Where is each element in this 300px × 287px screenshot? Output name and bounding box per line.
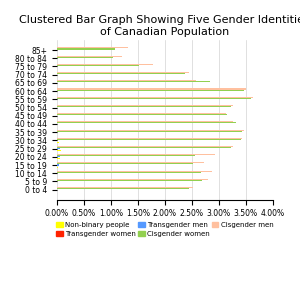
Bar: [57, 98, 251, 99]
Bar: [57, 47, 128, 49]
Bar: [57, 131, 242, 132]
Bar: [57, 90, 244, 91]
Bar: [57, 156, 60, 157]
Bar: [57, 121, 233, 122]
Legend: Non-binary people, Transgender women, Transgender men, Cisgender women, Cisgende: Non-binary people, Transgender women, Tr…: [54, 219, 276, 240]
Bar: [57, 122, 236, 123]
Bar: [57, 106, 231, 107]
Bar: [57, 57, 113, 58]
Bar: [57, 158, 60, 160]
Bar: [57, 114, 227, 115]
Bar: [57, 139, 241, 140]
Bar: [57, 65, 140, 66]
Title: Clustered Bar Graph Showing Five Gender Identities
of Canadian Population: Clustered Bar Graph Showing Five Gender …: [20, 15, 300, 37]
Bar: [57, 73, 185, 74]
Bar: [57, 180, 202, 181]
Bar: [57, 179, 208, 180]
Bar: [57, 155, 195, 156]
Bar: [57, 170, 212, 172]
Bar: [57, 188, 189, 189]
Bar: [57, 164, 59, 166]
Bar: [57, 150, 61, 151]
Bar: [57, 148, 60, 149]
Bar: [57, 105, 233, 106]
Bar: [57, 129, 244, 131]
Bar: [57, 162, 204, 163]
Bar: [57, 146, 233, 147]
Bar: [57, 147, 231, 148]
Bar: [57, 113, 226, 114]
Bar: [57, 56, 122, 57]
Bar: [57, 49, 115, 50]
Bar: [57, 172, 201, 173]
Bar: [57, 167, 58, 168]
Bar: [57, 97, 253, 98]
Bar: [57, 72, 189, 73]
Bar: [57, 88, 246, 90]
Bar: [57, 187, 193, 188]
Bar: [57, 163, 193, 164]
Bar: [57, 142, 59, 143]
Bar: [57, 154, 215, 155]
Bar: [57, 138, 242, 139]
Bar: [57, 81, 210, 82]
Bar: [57, 80, 196, 81]
Bar: [57, 64, 153, 65]
